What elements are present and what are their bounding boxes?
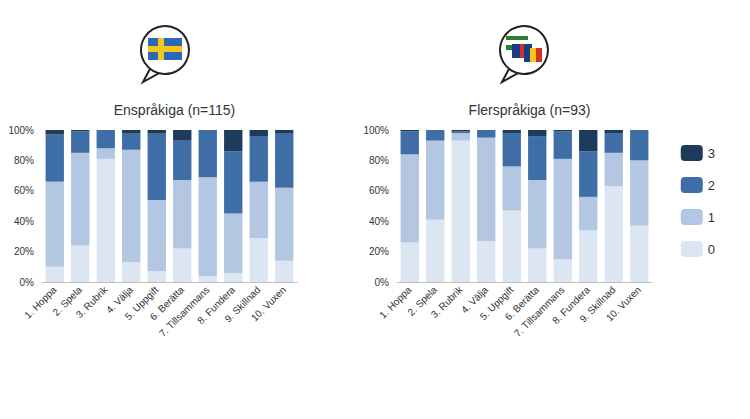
- svg-text:1. Hoppa: 1. Hoppa: [22, 284, 59, 321]
- svg-text:10. Vuxen: 10. Vuxen: [249, 284, 288, 323]
- svg-text:5. Uppgift: 5. Uppgift: [477, 284, 516, 323]
- svg-text:9. Skillnad: 9. Skillnad: [222, 284, 263, 325]
- svg-text:3. Rubrik: 3. Rubrik: [429, 284, 465, 320]
- svg-text:10. Vuxen: 10. Vuxen: [604, 284, 643, 323]
- svg-text:60%: 60%: [369, 185, 389, 196]
- svg-text:Enspråkiga (n=115): Enspråkiga (n=115): [114, 102, 236, 118]
- svg-text:6. Berätta: 6. Berätta: [502, 284, 542, 323]
- svg-text:0%: 0%: [375, 277, 390, 288]
- svg-text:7. Tillsammans: 7. Tillsammans: [156, 284, 212, 339]
- svg-text:2. Spela: 2. Spela: [50, 284, 85, 318]
- svg-text:40%: 40%: [369, 216, 389, 227]
- svg-text:8. Fundera: 8. Fundera: [195, 284, 238, 326]
- svg-text:80%: 80%: [369, 155, 389, 166]
- svg-text:4. Välja: 4. Välja: [103, 284, 136, 316]
- svg-text:40%: 40%: [14, 216, 34, 227]
- svg-text:2: 2: [708, 178, 715, 193]
- svg-text:1. Hoppa: 1. Hoppa: [377, 284, 414, 321]
- svg-text:20%: 20%: [369, 246, 389, 257]
- svg-text:20%: 20%: [14, 246, 34, 257]
- svg-text:4. Välja: 4. Välja: [458, 284, 491, 316]
- svg-text:8. Fundera: 8. Fundera: [550, 284, 593, 326]
- svg-text:100%: 100%: [363, 125, 389, 136]
- svg-text:5. Uppgift: 5. Uppgift: [122, 284, 161, 323]
- svg-text:0%: 0%: [20, 277, 35, 288]
- svg-text:3: 3: [708, 146, 715, 161]
- svg-text:2. Spela: 2. Spela: [405, 284, 440, 318]
- svg-text:0: 0: [708, 242, 715, 257]
- svg-text:80%: 80%: [14, 155, 34, 166]
- svg-text:7. Tillsammans: 7. Tillsammans: [511, 284, 567, 339]
- svg-text:100%: 100%: [8, 125, 34, 136]
- svg-text:1: 1: [708, 210, 715, 225]
- svg-text:3. Rubrik: 3. Rubrik: [74, 284, 110, 320]
- svg-text:60%: 60%: [14, 185, 34, 196]
- svg-text:9. Skillnad: 9. Skillnad: [577, 284, 618, 325]
- svg-text:6. Berätta: 6. Berätta: [147, 284, 187, 323]
- svg-text:Flerspråkiga (n=93): Flerspråkiga (n=93): [469, 102, 591, 118]
